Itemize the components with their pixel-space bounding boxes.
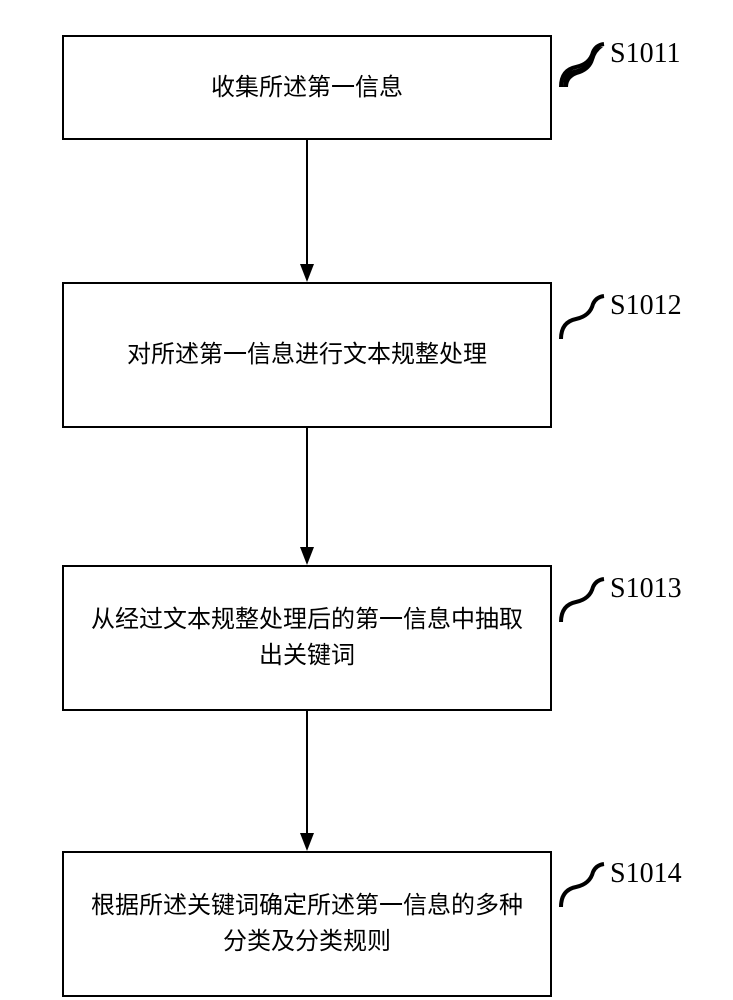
step-text-2: 对所述第一信息进行文本规整处理 [127,337,487,373]
step-box-1: 收集所述第一信息 [62,35,552,140]
step-text-1: 收集所述第一信息 [211,70,403,106]
step-box-3: 从经过文本规整处理后的第一信息中抽取出关键词 [62,565,552,711]
arrow-2 [297,428,317,565]
step-label-2: S1012 [610,290,682,322]
flowchart-container: 收集所述第一信息 S1011 对所述第一信息进行文本规整处理 S1012 从经过… [0,0,733,1000]
step-box-2: 对所述第一信息进行文本规整处理 [62,282,552,428]
brace-2 [558,294,608,344]
step-label-3: S1013 [610,573,682,605]
step-text-3: 从经过文本规整处理后的第一信息中抽取出关键词 [84,602,530,674]
step-text-4: 根据所述关键词确定所述第一信息的多种分类及分类规则 [84,888,530,960]
brace-3 [558,577,608,627]
step-box-4: 根据所述关键词确定所述第一信息的多种分类及分类规则 [62,851,552,997]
brace-1 [558,42,608,92]
arrow-1 [297,140,317,282]
step-label-4: S1014 [610,858,682,890]
brace-4 [558,862,608,912]
arrow-3 [297,711,317,851]
step-label-1: S1011 [610,38,681,70]
